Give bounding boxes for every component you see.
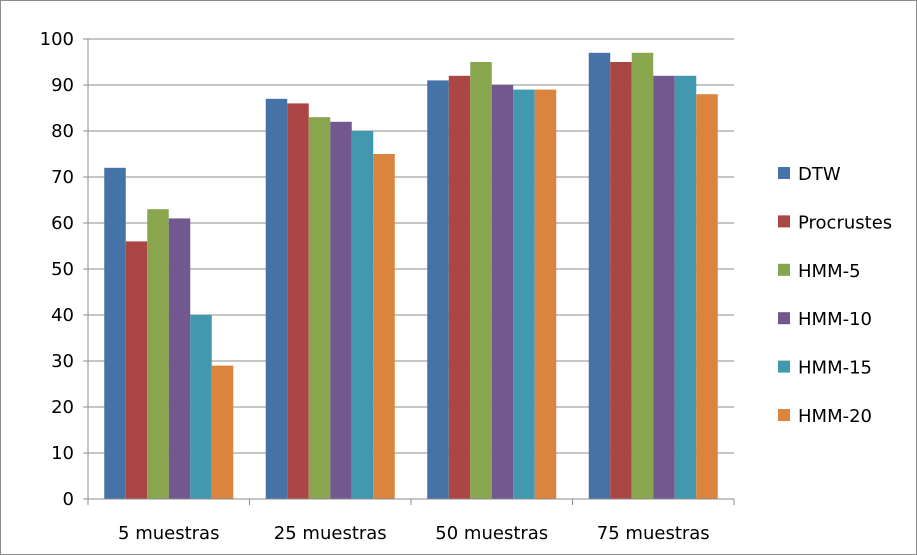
legend-label: HMM-10	[798, 309, 872, 330]
bar-hmm-10	[491, 85, 514, 499]
x-tick-label: 25 muestras	[274, 523, 387, 544]
bar-hmm-15	[674, 75, 697, 500]
x-tick-label: 75 muestras	[597, 523, 710, 544]
x-tick-label: 50 muestras	[435, 523, 548, 544]
bar-procrustes	[448, 75, 471, 500]
legend-label: HMM-20	[798, 406, 872, 427]
y-tick-labels: 0 10 20 30 40 50 60 70 80 90 100	[40, 29, 74, 510]
legend-swatch	[778, 167, 790, 179]
bar-hmm-20	[534, 89, 557, 499]
bar-hmm-20	[696, 94, 718, 499]
bar-hmm-15	[190, 315, 212, 499]
bar-hmm-20	[211, 365, 234, 499]
legend-swatch	[778, 409, 790, 421]
y-tick-label: 40	[51, 305, 74, 326]
axes	[87, 39, 735, 505]
bar-hmm-5	[147, 209, 169, 499]
bar-hmm-20	[373, 154, 395, 499]
y-tick-label: 20	[51, 397, 74, 418]
legend: DTW Procrustes HMM-5 HMM-10 HMM-15 HMM-20	[778, 164, 892, 427]
y-tick-label: 60	[51, 213, 74, 234]
bar-procrustes	[287, 103, 309, 500]
legend-label: Procrustes	[798, 212, 892, 233]
y-tick-label: 90	[51, 75, 74, 96]
legend-swatch	[778, 215, 790, 228]
bar-dtw	[588, 52, 611, 500]
y-tick-label: 100	[40, 29, 74, 50]
bar-procrustes	[610, 62, 632, 499]
legend-label: DTW	[798, 164, 841, 185]
y-tick-label: 80	[51, 121, 74, 142]
bars	[104, 52, 718, 500]
y-tick-label: 30	[51, 351, 74, 372]
legend-label: HMM-5	[798, 261, 861, 282]
bar-procrustes	[125, 241, 148, 499]
legend-swatch	[778, 312, 790, 325]
y-tick-label: 10	[51, 443, 74, 464]
bar-hmm-5	[308, 117, 331, 499]
legend-swatch	[778, 360, 790, 373]
bar-hmm-15	[513, 89, 535, 499]
bar-hmm-10	[330, 121, 352, 500]
bar-dtw	[427, 80, 449, 500]
bar-dtw	[104, 167, 126, 500]
legend-label: HMM-15	[798, 358, 872, 379]
y-tick-label: 0	[63, 489, 74, 510]
bar-hmm-10	[653, 75, 675, 500]
bar-hmm-15	[351, 131, 374, 499]
x-tick-label: 5 muestras	[118, 523, 219, 544]
bar-hmm-5	[631, 52, 654, 500]
y-tick-label: 50	[51, 259, 74, 280]
x-tick-labels: 5 muestras 25 muestras 50 muestras 75 muest…	[118, 523, 710, 544]
bar-hmm-5	[470, 62, 492, 499]
bar-hmm-10	[168, 218, 191, 499]
legend-swatch	[778, 263, 790, 276]
y-tick-label: 70	[51, 167, 74, 188]
bar-dtw	[265, 98, 288, 500]
